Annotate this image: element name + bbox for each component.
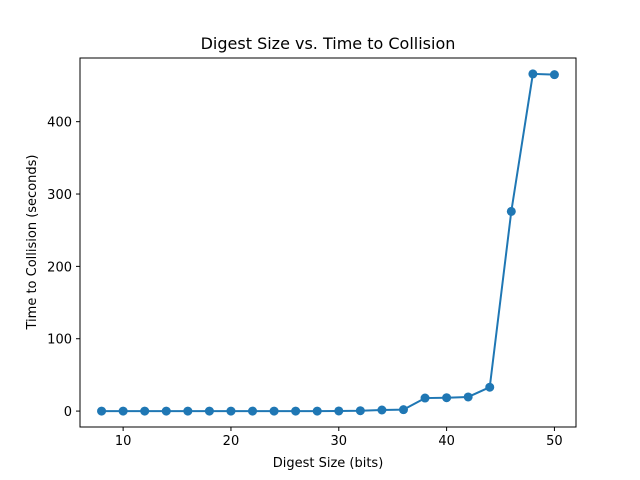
data-point bbox=[269, 406, 279, 416]
chart-title: Digest Size vs. Time to Collision bbox=[201, 34, 456, 53]
data-point bbox=[485, 382, 495, 392]
y-tick-label: 300 bbox=[47, 188, 72, 203]
x-tick-label: 40 bbox=[438, 434, 455, 449]
data-point bbox=[161, 406, 171, 416]
data-point bbox=[442, 393, 452, 403]
data-point bbox=[118, 406, 128, 416]
data-point bbox=[291, 406, 301, 416]
data-point bbox=[463, 392, 473, 402]
data-point bbox=[398, 405, 408, 415]
data-point bbox=[355, 406, 365, 416]
y-axis-label: Time to Collision (seconds) bbox=[25, 155, 40, 331]
x-tick-label: 30 bbox=[331, 434, 348, 449]
data-point bbox=[549, 70, 559, 80]
data-point bbox=[506, 206, 516, 216]
y-tick-label: 200 bbox=[47, 260, 72, 275]
data-point bbox=[183, 406, 193, 416]
series-line bbox=[101, 72, 555, 413]
data-point bbox=[334, 406, 344, 416]
x-tick-label: 50 bbox=[546, 434, 563, 449]
x-tick-label: 20 bbox=[223, 434, 240, 449]
x-tick-label: 10 bbox=[115, 434, 132, 449]
data-point bbox=[312, 406, 322, 416]
data-point bbox=[377, 405, 387, 415]
data-point bbox=[420, 393, 430, 403]
y-tick-label: 0 bbox=[64, 405, 72, 420]
y-tick-label: 400 bbox=[47, 116, 72, 131]
data-point bbox=[226, 406, 236, 416]
data-point bbox=[140, 406, 150, 416]
data-point bbox=[528, 69, 538, 79]
data-point bbox=[204, 406, 214, 416]
y-tick-label: 100 bbox=[47, 333, 72, 348]
data-point bbox=[248, 406, 258, 416]
axes-frame bbox=[79, 57, 577, 428]
plot-area: 10 20 30 40 50 0 100 200 300 400 bbox=[47, 57, 577, 449]
data-point bbox=[97, 406, 107, 416]
x-axis-label: Digest Size (bits) bbox=[273, 456, 384, 471]
